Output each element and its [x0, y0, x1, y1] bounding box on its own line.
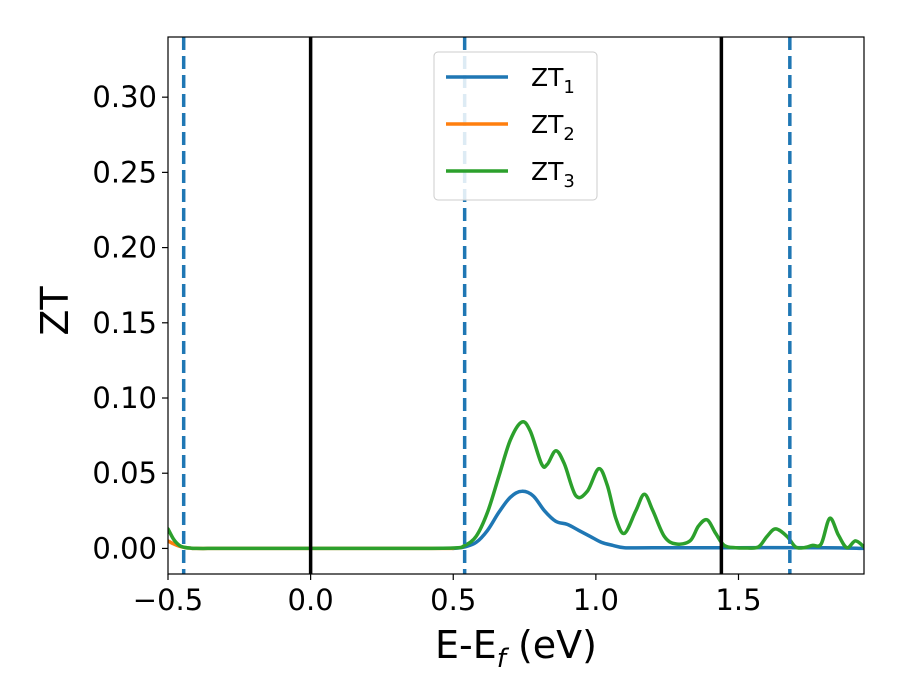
y-tick-label: 0.30	[92, 80, 157, 114]
series-layer	[168, 420, 864, 551]
legend: ZT1 ZT2 ZT3	[433, 51, 598, 201]
x-axis-title: E-Ef (eV)	[435, 623, 597, 674]
y-axis-title: ZT	[33, 286, 77, 336]
x-tick-label: 1.5	[715, 583, 761, 617]
x-axis-ticks: −0.5 0.0 0.5 1.0 1.5	[133, 574, 762, 617]
legend-label-zt2: ZT2	[531, 110, 575, 145]
y-axis-ticks: 0.00 0.05 0.10 0.15 0.20 0.25 0.30	[92, 80, 168, 565]
legend-label-zt3: ZT3	[531, 157, 575, 192]
y-tick-label: 0.25	[92, 155, 157, 189]
y-tick-label: 0.05	[92, 456, 157, 490]
y-tick-label: 0.20	[92, 231, 157, 265]
series-line-zt3	[168, 420, 864, 551]
y-tick-label: 0.10	[92, 381, 157, 415]
series-line-zt1	[451, 489, 864, 551]
plot-frame	[167, 36, 865, 575]
y-tick-label: 0.00	[92, 531, 157, 565]
x-axis-title-suffix: (eV)	[506, 623, 597, 667]
y-tick-label: 0.15	[92, 306, 157, 340]
x-tick-label: −0.5	[133, 583, 203, 617]
x-tick-label: 0.0	[288, 583, 334, 617]
legend-box	[433, 51, 598, 201]
legend-label-zt1: ZT1	[531, 63, 575, 98]
x-tick-label: 0.5	[430, 583, 476, 617]
vertical-reference-lines	[181, 37, 792, 574]
x-tick-label: 1.0	[573, 583, 619, 617]
